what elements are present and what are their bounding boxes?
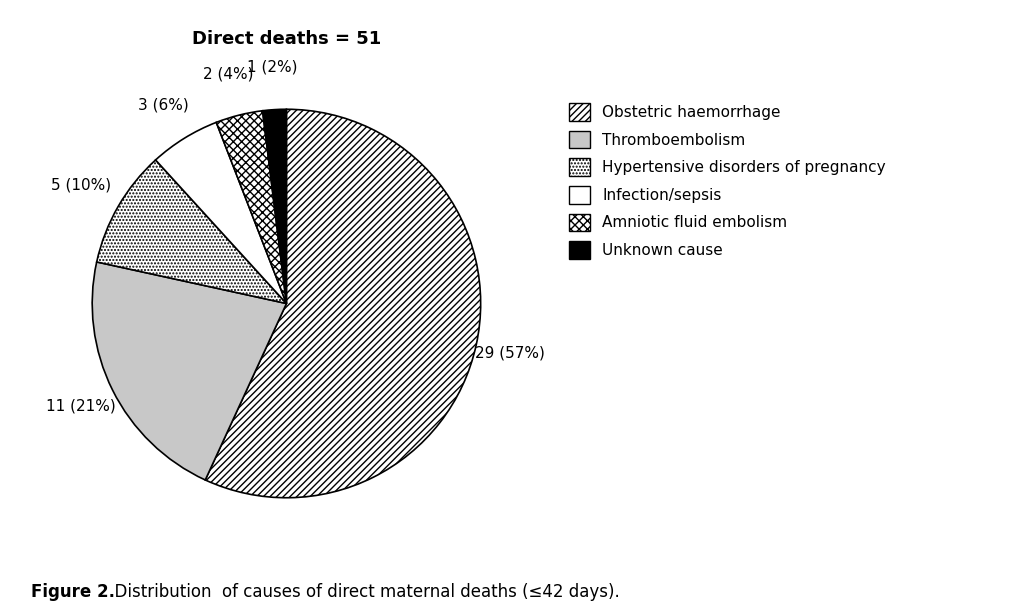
Legend: Obstetric haemorrhage, Thromboembolism, Hypertensive disorders of pregnancy, Inf: Obstetric haemorrhage, Thromboembolism, … xyxy=(564,99,891,263)
Title: Direct deaths = 51: Direct deaths = 51 xyxy=(192,30,381,48)
Wedge shape xyxy=(97,160,286,304)
Wedge shape xyxy=(92,262,286,480)
Text: 11 (21%): 11 (21%) xyxy=(46,398,117,413)
Text: 1 (2%): 1 (2%) xyxy=(247,59,297,75)
Text: Distribution  of causes of direct maternal deaths (≤42 days).: Distribution of causes of direct materna… xyxy=(104,583,620,601)
Text: 29 (57%): 29 (57%) xyxy=(476,345,545,360)
Wedge shape xyxy=(206,109,481,498)
Text: 3 (6%): 3 (6%) xyxy=(138,98,189,113)
Text: 2 (4%): 2 (4%) xyxy=(204,66,254,81)
Wedge shape xyxy=(155,123,286,304)
Wedge shape xyxy=(263,109,286,304)
Text: Figure 2.: Figure 2. xyxy=(31,583,115,601)
Text: 5 (10%): 5 (10%) xyxy=(51,177,112,192)
Wedge shape xyxy=(216,110,286,304)
